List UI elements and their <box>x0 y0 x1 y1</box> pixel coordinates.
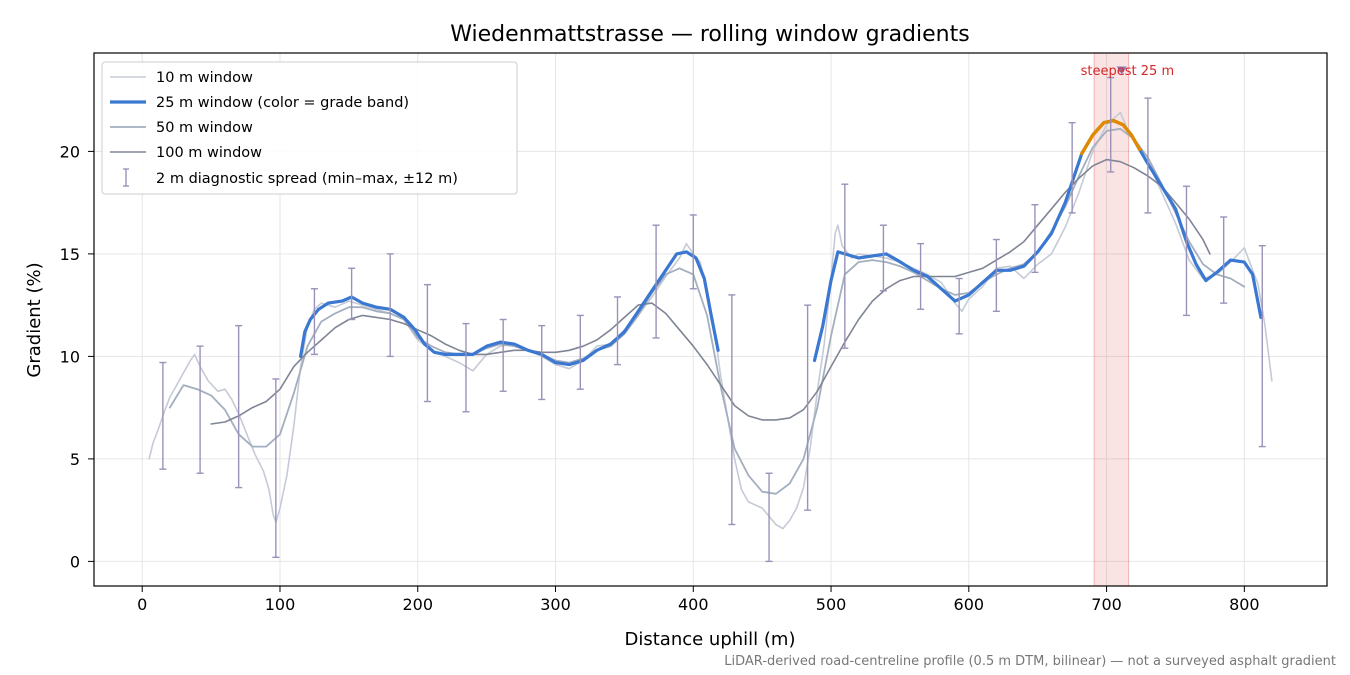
x-tick-label: 800 <box>1229 595 1260 614</box>
error-bars <box>159 76 1266 563</box>
annotations: steepest 25 m <box>1081 64 1174 79</box>
error-bar <box>386 253 394 358</box>
error-bar <box>272 378 280 558</box>
error-bar <box>689 214 697 290</box>
legend-swatch-errorbar <box>123 168 129 187</box>
error-bar <box>538 324 546 401</box>
error-bar <box>310 288 318 356</box>
y-axis-label: Gradient (%) <box>24 262 45 377</box>
y-tick-label: 20 <box>60 142 80 161</box>
series-line-25m <box>812 119 1263 363</box>
x-tick-label: 500 <box>816 595 847 614</box>
steepest-marker <box>1116 66 1127 75</box>
error-bar <box>992 238 1000 312</box>
legend-label-100m: 100 m window <box>156 145 262 161</box>
legend-label-50m: 50 m window <box>156 120 253 136</box>
error-bar <box>196 345 204 474</box>
error-bar <box>955 277 963 335</box>
legend-label-10m: 10 m window <box>156 70 253 86</box>
x-tick-label: 700 <box>1091 595 1122 614</box>
error-bar <box>1068 121 1076 214</box>
y-axis-ticks: 0 5 10 15 20 <box>60 142 94 571</box>
error-bar <box>879 224 887 292</box>
error-bar <box>159 361 167 470</box>
error-bar <box>728 294 736 526</box>
error-bar <box>804 304 812 511</box>
error-bar <box>235 324 243 489</box>
steepest-label: steepest 25 m <box>1081 64 1174 79</box>
error-bar <box>1182 185 1190 317</box>
series-line-25m-steep-band <box>1080 118 1142 156</box>
legend-label-25m: 25 m window (color = grade band) <box>156 95 409 111</box>
y-tick-label: 15 <box>60 245 80 264</box>
chart-title: Wiedenmattstrasse — rolling window gradi… <box>450 22 969 47</box>
y-tick-label: 0 <box>70 552 80 571</box>
error-bar <box>576 314 584 390</box>
series-line-10m <box>148 111 1273 530</box>
series-line-50m <box>168 127 1246 495</box>
plot-frame <box>93 52 1328 587</box>
x-tick-label: 200 <box>402 595 433 614</box>
error-bar <box>765 472 773 563</box>
y-tick-label: 10 <box>60 347 80 366</box>
legend-box <box>101 61 518 195</box>
y-tick-label: 5 <box>70 450 80 469</box>
x-tick-label: 0 <box>137 595 147 614</box>
legend-label-errorbar: 2 m diagnostic spread (min–max, ±12 m) <box>156 171 458 187</box>
error-bar <box>652 224 660 339</box>
error-bar <box>348 267 356 321</box>
x-axis-label: Distance uphill (m) <box>625 629 796 650</box>
legend: 10 m window 25 m window (color = grade b… <box>101 61 518 195</box>
error-bar <box>1220 216 1228 304</box>
x-tick-label: 300 <box>540 595 571 614</box>
error-bar <box>1107 76 1115 173</box>
error-bar <box>462 322 470 413</box>
error-bar <box>614 296 622 366</box>
x-axis-ticks: 0 100 200 300 400 500 600 700 800 <box>137 586 1260 614</box>
error-bar <box>1144 97 1152 214</box>
footnote: LiDAR-derived road-centreline profile (0… <box>724 654 1336 669</box>
error-bar <box>917 242 925 310</box>
x-tick-label: 400 <box>678 595 709 614</box>
error-bar <box>423 283 431 403</box>
error-bar <box>1031 203 1039 274</box>
series-line-100m <box>210 158 1211 425</box>
error-bar <box>1258 244 1266 448</box>
x-tick-label: 100 <box>265 595 296 614</box>
error-bar <box>499 318 507 392</box>
x-tick-label: 600 <box>954 595 985 614</box>
error-bar <box>841 183 849 349</box>
